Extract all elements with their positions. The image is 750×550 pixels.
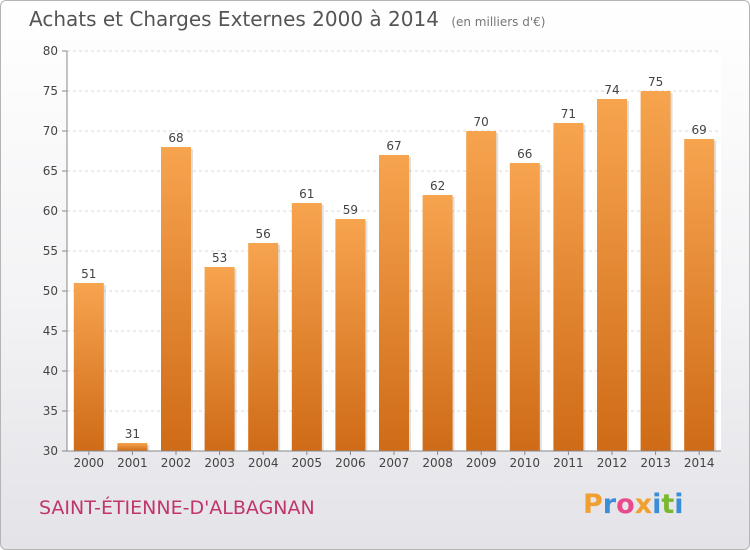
- bar-value-label: 51: [81, 267, 96, 281]
- x-tick-label: 2001: [117, 456, 148, 470]
- y-tick-label: 55: [43, 244, 58, 258]
- x-tick-label: 2010: [510, 456, 541, 470]
- bar-value-label: 69: [692, 123, 707, 137]
- x-tick-label: 2004: [248, 456, 279, 470]
- y-tick-label: 60: [43, 204, 58, 218]
- y-tick-label: 40: [43, 364, 58, 378]
- bar-2007: [379, 155, 409, 451]
- bar-value-label: 70: [474, 115, 489, 129]
- bar-2012: [597, 99, 627, 451]
- x-tick-label: 2008: [422, 456, 453, 470]
- y-tick-label: 75: [43, 84, 58, 98]
- bar-value-label: 62: [430, 179, 445, 193]
- bar-value-label: 68: [168, 131, 183, 145]
- logo-letter: x: [634, 489, 653, 520]
- chart-subtitle: (en milliers d'€): [451, 15, 546, 29]
- bar-2009: [466, 131, 497, 451]
- x-tick-label: 2012: [597, 456, 628, 470]
- bar-2004: [248, 243, 279, 451]
- bar-value-label: 59: [343, 203, 358, 217]
- bar-2000: [73, 283, 104, 451]
- bar-value-label: 31: [125, 427, 140, 441]
- x-tick-label: 2013: [640, 456, 671, 470]
- x-tick-label: 2009: [466, 456, 497, 470]
- bar-value-label: 75: [648, 75, 663, 89]
- bar-value-label: 67: [386, 139, 401, 153]
- bar-value-label: 66: [517, 147, 532, 161]
- bar-value-label: 53: [212, 251, 227, 265]
- y-tick-label: 80: [43, 44, 58, 58]
- bar-2010: [509, 163, 540, 451]
- logo-letter: P: [583, 489, 603, 520]
- logo-letter: r: [602, 489, 617, 520]
- y-tick-label: 70: [43, 124, 58, 138]
- x-tick-label: 2000: [74, 456, 105, 470]
- x-tick-label: 2003: [204, 456, 235, 470]
- commune-name: SAINT-ÉTIENNE-D'ALBAGNAN: [39, 497, 315, 519]
- bar-2011: [553, 123, 584, 451]
- bar-value-label: 71: [561, 107, 576, 121]
- bar-value-label: 74: [604, 83, 619, 97]
- bar-2002: [161, 147, 191, 451]
- x-tick-label: 2007: [379, 456, 410, 470]
- y-tick-label: 50: [43, 284, 58, 298]
- chart-title-text: Achats et Charges Externes 2000 à 2014: [29, 7, 439, 31]
- bar-2008: [422, 195, 453, 451]
- chart-title: Achats et Charges Externes 2000 à 2014 (…: [29, 7, 545, 31]
- axes: 30 35 40 45 50 55 60 65 70 75 80 2000 2001 2002 2003 20…: [43, 44, 721, 470]
- bar-2005: [291, 203, 322, 451]
- y-tick-label: 30: [43, 444, 58, 458]
- x-tick-label: 2005: [292, 456, 323, 470]
- y-tick-label: 65: [43, 164, 58, 178]
- y-tick-label: 45: [43, 324, 58, 338]
- bars: 51 31 68 53 56 61 59 67 62 70 66 71 74 75 69: [73, 75, 717, 451]
- y-tick-label: 35: [43, 404, 58, 418]
- logo-letter: o: [616, 489, 635, 520]
- bar-2001: [117, 443, 148, 451]
- proxiti-logo: Proxiti: [583, 489, 684, 520]
- bar-2013: [640, 91, 671, 451]
- x-tick-label: 2002: [161, 456, 192, 470]
- bar-2014: [684, 139, 715, 451]
- bar-2006: [335, 219, 366, 451]
- bar-value-label: 61: [299, 187, 314, 201]
- logo-letter: i: [652, 489, 662, 520]
- x-tick-label: 2014: [684, 456, 715, 470]
- bar-2003: [204, 267, 235, 451]
- x-tick-label: 2011: [553, 456, 584, 470]
- logo-letter: t: [661, 489, 675, 520]
- bar-value-label: 56: [256, 227, 271, 241]
- x-tick-label: 2006: [335, 456, 366, 470]
- logo-letter: i: [674, 489, 684, 520]
